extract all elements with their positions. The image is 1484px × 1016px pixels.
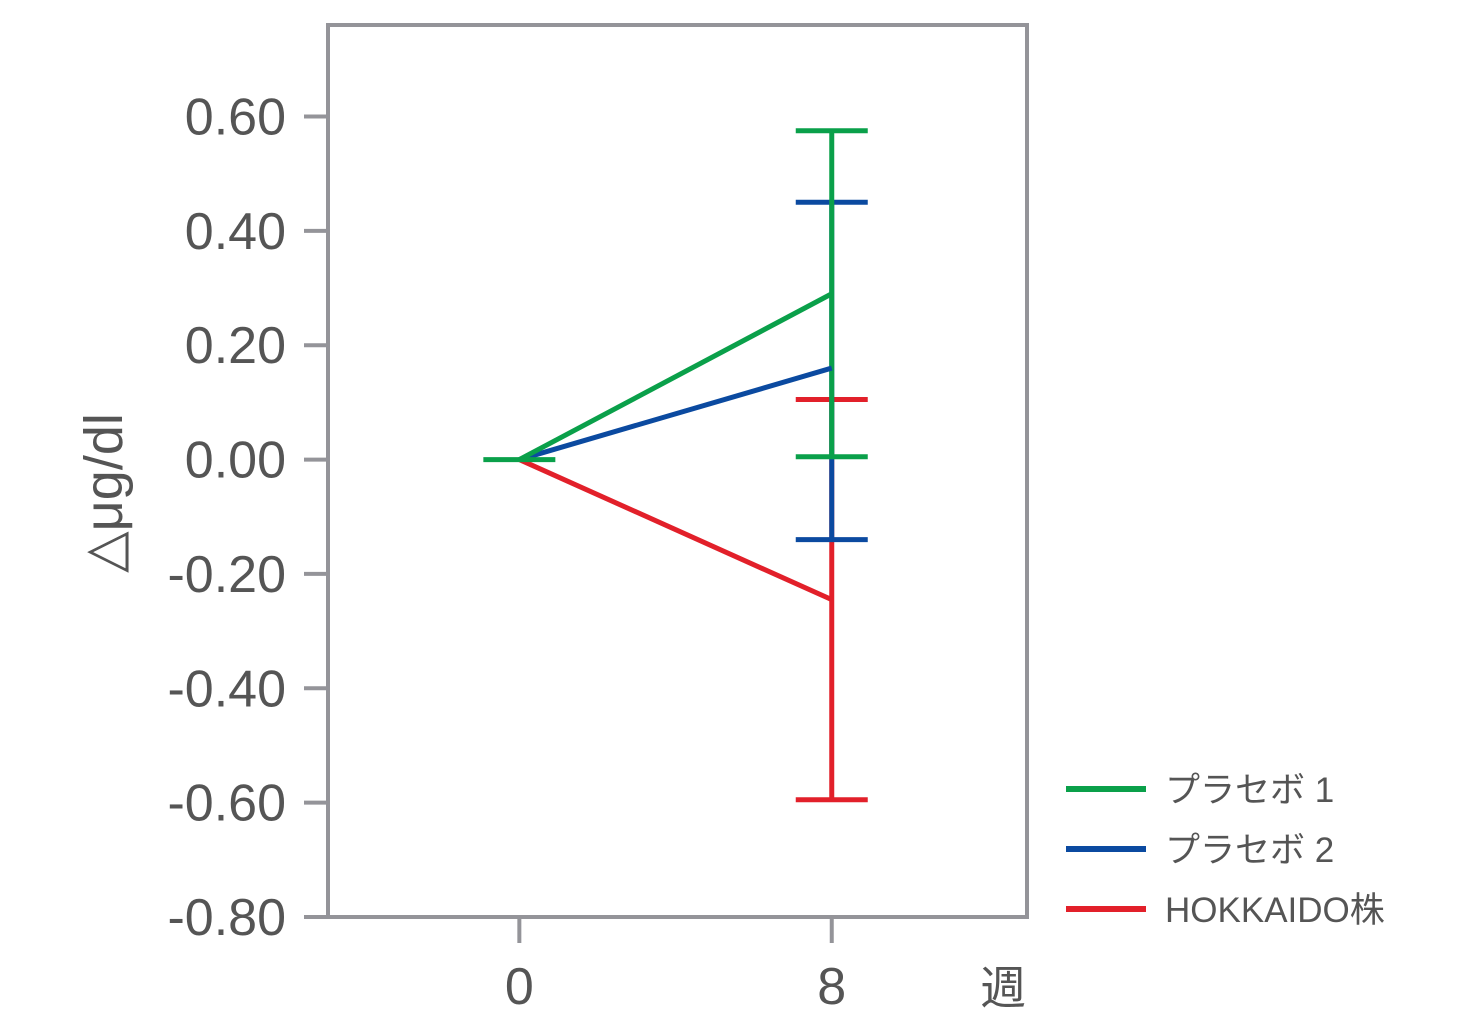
y-tick-label: -0.20	[167, 546, 286, 604]
y-tick-label: 0.40	[185, 203, 286, 261]
plot-frame	[326, 23, 1029, 919]
y-tick-label: -0.60	[167, 775, 286, 833]
x-axis-unit-label: 週	[980, 962, 1026, 1011]
series-line-1	[518, 291, 833, 462]
y-tick-label: -0.40	[167, 660, 286, 718]
legend-label-3: HOKKAIDO株	[1165, 891, 1385, 930]
y-axis-label: △μg/dl	[74, 413, 134, 573]
series-line-2	[518, 365, 833, 462]
y-tick-label: 0.20	[185, 317, 286, 375]
y-tick-label: 0.60	[185, 88, 286, 146]
series-line-3	[518, 457, 833, 602]
y-tick-label: 0.00	[185, 432, 286, 490]
y-tick-label: -0.80	[167, 889, 286, 947]
x-tick-label: 0	[505, 958, 534, 1011]
legend-label-1: プラセボ 1	[1165, 771, 1334, 810]
x-tick-label: 8	[817, 958, 846, 1011]
legend-label-2: プラセボ 2	[1165, 831, 1334, 870]
